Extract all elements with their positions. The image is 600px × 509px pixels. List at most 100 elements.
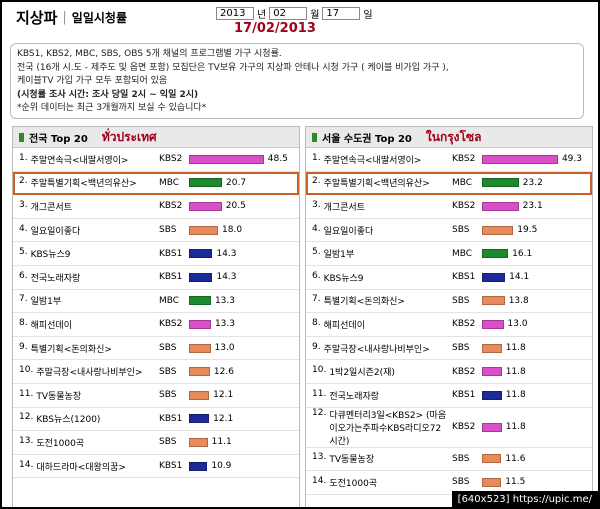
ranking-panel: 전국 Top 20 ทั่วประเทศ 1. 주말연속극<내딸서영이> KBS2 48.… (12, 126, 300, 507)
panel-title: 전국 Top 20 (29, 133, 88, 145)
channel: SBS (452, 343, 470, 354)
rating-bar (189, 272, 213, 282)
program: 7. 특별기획<돈의화신> (312, 294, 452, 307)
program-name: TV동물농장 (329, 455, 375, 466)
program-name: 개그콘서트 (30, 202, 72, 213)
ranking-row: 14. 대하드라마<대왕의꿈> KBS1 10.9 (13, 455, 299, 479)
program: 3. 개그콘서트 (19, 200, 159, 213)
ranking-row: 3. 개그콘서트 KBS2 23.1 (306, 195, 592, 219)
rating-value: 12.1 (213, 390, 234, 401)
date-select[interactable]: 2013 (216, 7, 254, 20)
panel-overlay: ในกรุงโซล (425, 129, 482, 144)
rating-bar (189, 154, 264, 164)
program: 3. 개그콘서트 (312, 200, 452, 213)
ranking-row: 3. 개그콘서트 KBS2 20.5 (13, 195, 299, 219)
rank: 3. (312, 199, 321, 210)
rank: 5. (312, 247, 321, 258)
program: 12. 다큐멘터리3일<KBS2> (마음이오가는주파수KBS라디오72시간) (312, 408, 452, 447)
program-name: 일밤1부 (323, 250, 355, 261)
ranking-row: 9. 특별기획<돈의화신> SBS 13.0 (13, 337, 299, 361)
ranking-row: 13. TV동물농장 SBS 11.6 (306, 448, 592, 472)
program: 4. 일요일이좋다 (312, 224, 452, 237)
program-name: 개그콘서트 (323, 202, 365, 213)
program: 9. 주말극장<내사랑나비부인> (312, 342, 452, 355)
program-name: 일요일이좋다 (30, 226, 81, 237)
rank: 12. (312, 407, 327, 418)
ranking-row: 6. KBS뉴스9 KBS1 14.1 (306, 266, 592, 290)
rating-bar (189, 414, 210, 424)
info-line: (시청률 조사 시간: 조사 당일 2시 ~ 익일 2시) (17, 89, 199, 100)
program: 4. 일요일이좋다 (19, 224, 159, 237)
rank: 4. (312, 223, 321, 234)
rank: 11. (312, 388, 327, 399)
channel: SBS (159, 437, 177, 448)
program-name: 주말연속극<내딸서영이> (30, 155, 129, 166)
rating-bar (482, 249, 509, 259)
ranking-row: 1. 주말연속극<내딸서영이> KBS2 49.3 (306, 148, 592, 172)
rating-value: 49.3 (561, 154, 582, 165)
program: 5. 일밤1부 (312, 247, 452, 260)
rating-bar (189, 296, 211, 306)
date-selects: 2013 년 02 월 17 일 (216, 6, 373, 21)
channel: KBS2 (159, 154, 183, 165)
program: 13. TV동물농장 (312, 452, 452, 465)
ranking-row: 10. 주말극장<내사랑나비부인> SBS 12.6 (13, 360, 299, 384)
program-name: KBS뉴스9 (30, 250, 71, 261)
date-unit: 년 (257, 10, 267, 21)
rating-bar (189, 461, 208, 471)
rating-value: 11.8 (505, 390, 526, 401)
rank: 1. (19, 152, 28, 163)
rating-value: 10.9 (211, 461, 232, 472)
ranking-row: 5. 일밤1부 MBC 16.1 (306, 242, 592, 266)
ranking-row: 14. 도전1000곡 SBS 11.5 (306, 471, 592, 495)
ranking-row: 4. 일요일이좋다 SBS 19.5 (306, 219, 592, 243)
rank: 2. (19, 176, 28, 187)
ranking-row: 9. 주말극장<내사랑나비부인> SBS 11.8 (306, 337, 592, 361)
rating-value: 14.3 (216, 272, 237, 283)
ranking-row: 2. 주말특별기획<백년의유산> MBC 23.2 (306, 171, 592, 196)
rating-bar (482, 272, 506, 282)
rating-value: 23.2 (522, 177, 543, 188)
rank: 13. (19, 435, 34, 446)
rank: 12. (19, 412, 34, 423)
channel: KBS1 (452, 390, 476, 401)
ranking-row: 8. 해피선데이 KBS2 13.3 (13, 313, 299, 337)
title: 지상파 (16, 8, 58, 27)
info-box: KBS1, KBS2, MBC, SBS, OBS 5개 채널의 프로그램별 가… (10, 43, 584, 119)
rating-value: 16.1 (512, 248, 533, 259)
rating-bar (189, 249, 213, 259)
ranking-row: 5. KBS뉴스9 KBS1 14.3 (13, 242, 299, 266)
program: 6. KBS뉴스9 (312, 271, 452, 284)
info-line: 전국 (16개 시.도 - 제주도 및 읍면 포함) 모집단은 TV보유 가구의… (17, 62, 449, 73)
ranking-row: 13. 도전1000곡 SBS 11.1 (13, 431, 299, 455)
channel: SBS (452, 477, 470, 488)
program: 7. 일밤1부 (19, 294, 159, 307)
channel: KBS2 (159, 319, 183, 330)
rating-bar (482, 154, 558, 164)
date-select[interactable]: 02 (269, 7, 308, 20)
program: 6. 전국노래자랑 (19, 271, 159, 284)
rank: 8. (19, 317, 28, 328)
program: 1. 주말연속극<내딸서영이> (312, 153, 452, 166)
date-select[interactable]: 17 (322, 7, 361, 20)
rating-bar (482, 454, 502, 464)
rank: 4. (19, 223, 28, 234)
program: 5. KBS뉴스9 (19, 247, 159, 260)
channel: KBS1 (159, 272, 183, 283)
program: 12. KBS뉴스(1200) (19, 412, 159, 425)
program: 11. 전국노래자랑 (312, 389, 452, 402)
channel: KBS1 (159, 248, 183, 259)
ranking-row: 8. 해피선데이 KBS2 13.0 (306, 313, 592, 337)
rank: 7. (312, 294, 321, 305)
ranking-row: 12. KBS뉴스(1200) KBS1 12.1 (13, 408, 299, 432)
rating-bar (189, 437, 208, 447)
rating-value: 13.0 (507, 319, 528, 330)
program-name: 특별기획<돈의화신> (30, 344, 112, 355)
channel: KBS2 (452, 366, 476, 377)
rank: 10. (19, 365, 34, 376)
panel-icon (19, 132, 24, 142)
program-name: 특별기획<돈의화신> (323, 297, 405, 308)
panel-overlay: ทั่วประเทศ (101, 129, 157, 144)
rank: 14. (19, 459, 34, 470)
rank: 14. (312, 475, 327, 486)
